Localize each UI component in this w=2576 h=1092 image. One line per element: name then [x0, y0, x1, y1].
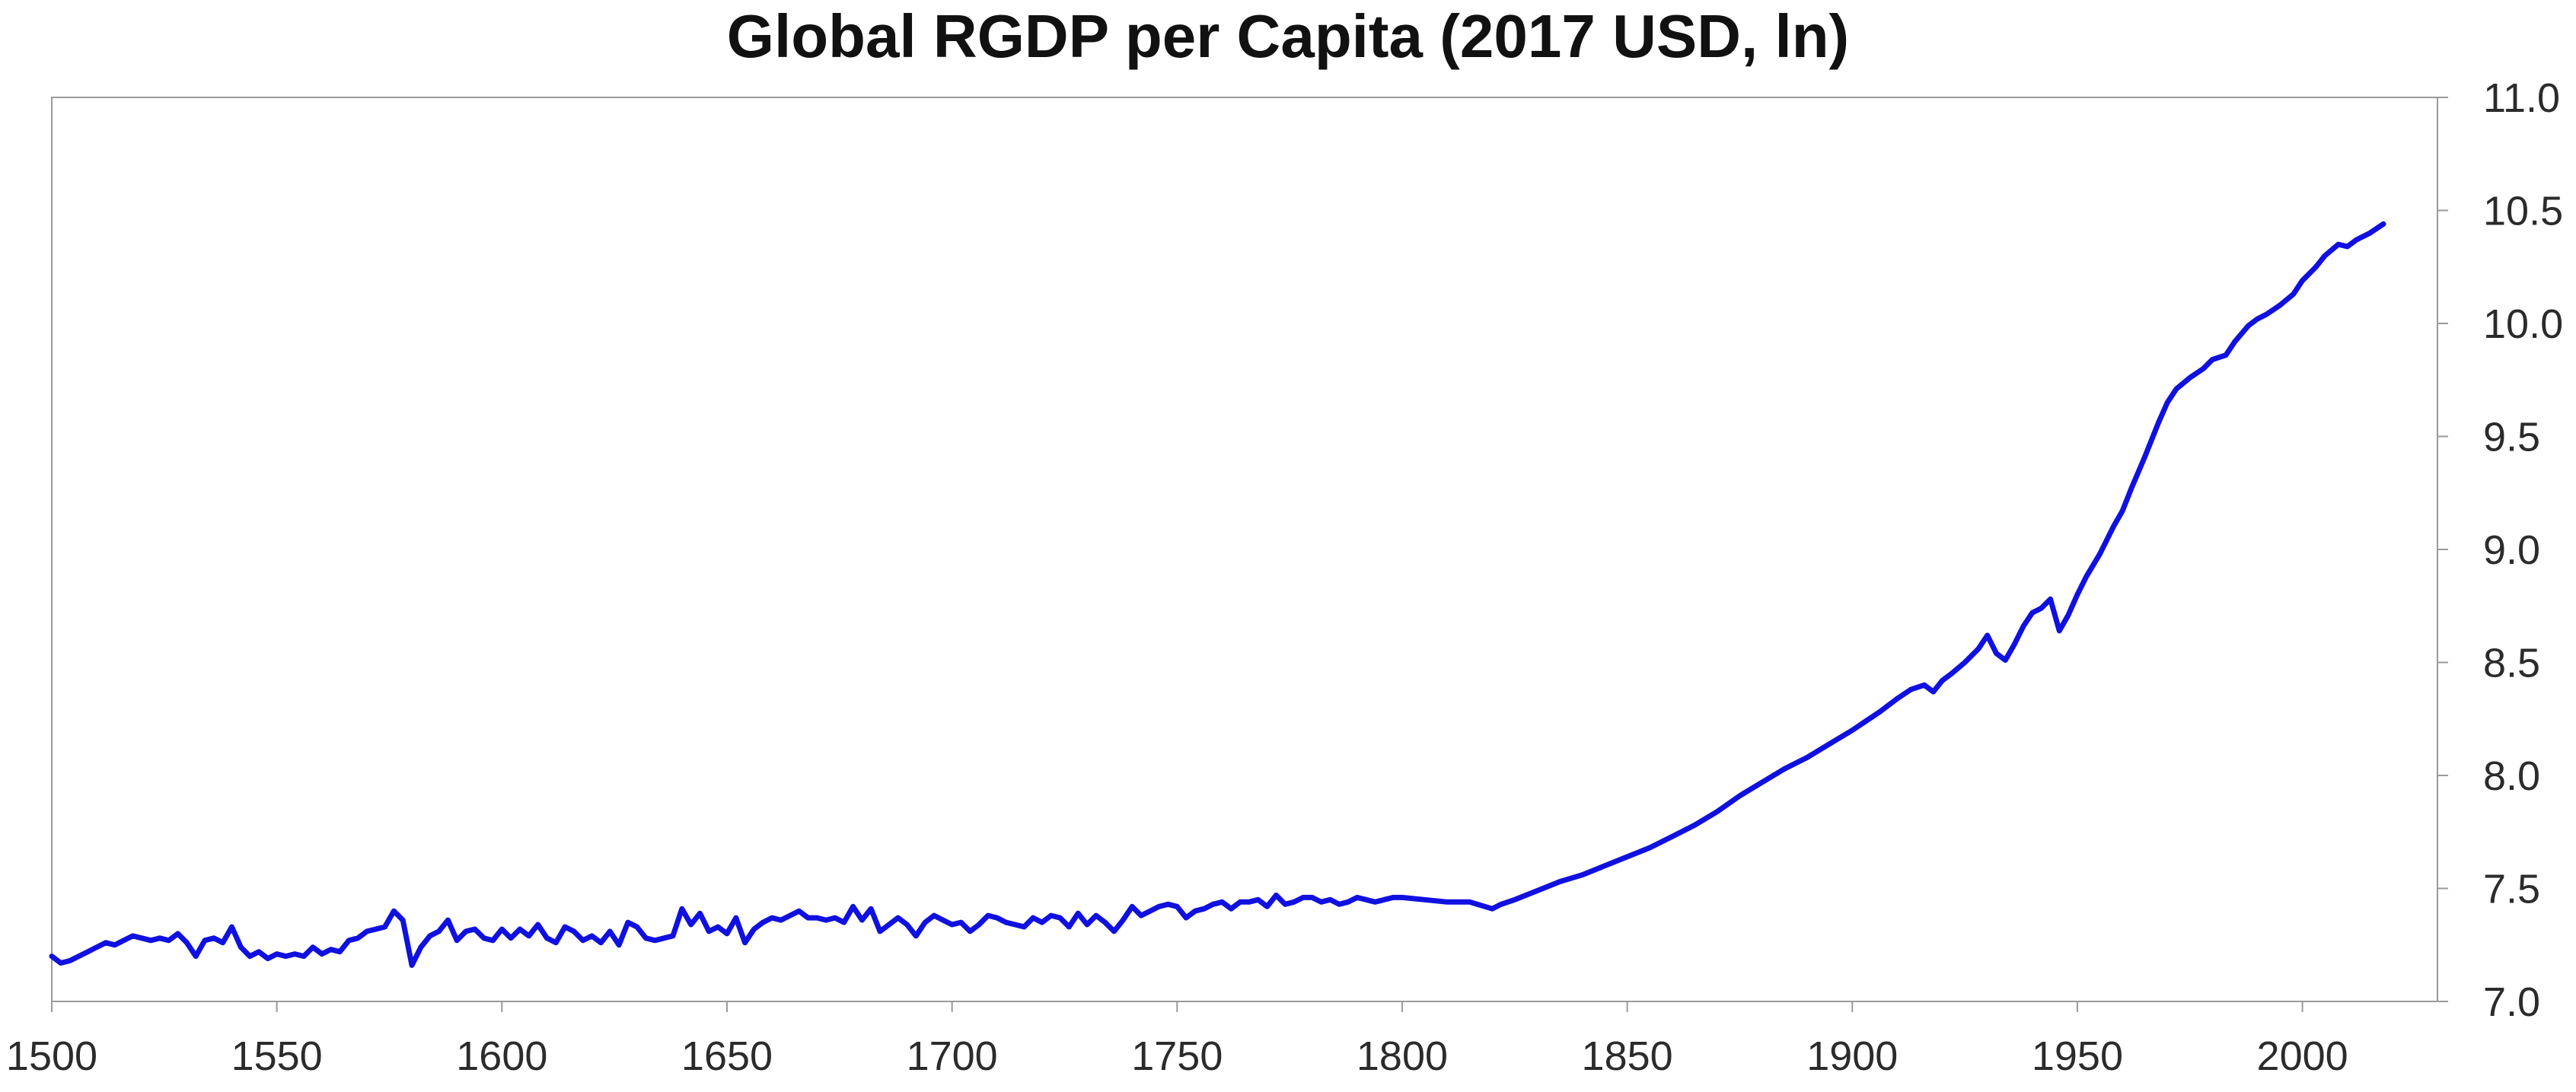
y-axis: 7.0 7.5 8.0 8.5 9.0 9.5 10.0 10.5 11.0 — [2437, 75, 2563, 1025]
x-tick-label: 1500 — [6, 1033, 97, 1079]
x-tick-label: 1950 — [2032, 1033, 2123, 1079]
y-tick-label: 8.0 — [2483, 753, 2540, 799]
x-tick-label: 2000 — [2257, 1033, 2348, 1079]
series-layer — [49, 221, 2386, 968]
y-tick-label: 11.0 — [2483, 75, 2560, 121]
x-axis: 1500 1550 1600 1650 1700 1750 1800 1850 1900 1950… — [6, 1001, 2348, 1079]
plot-area-frame — [51, 97, 2438, 1002]
chart-title: Global RGDP per Capita (2017 USD, ln) — [726, 2, 1850, 70]
x-tick-label: 1700 — [907, 1033, 998, 1079]
series-line — [49, 221, 2386, 968]
y-tick-label: 7.5 — [2483, 867, 2540, 912]
x-tick-label: 1800 — [1357, 1033, 1448, 1079]
x-tick-label: 1900 — [1806, 1033, 1898, 1079]
y-tick-label: 9.5 — [2483, 415, 2540, 460]
x-tick-label: 1600 — [456, 1033, 547, 1079]
y-tick-label: 8.5 — [2483, 641, 2540, 686]
y-tick-label: 7.0 — [2483, 979, 2540, 1025]
x-tick-label: 1750 — [1131, 1033, 1223, 1079]
x-tick-label: 1550 — [231, 1033, 323, 1079]
y-tick-label: 10.5 — [2483, 189, 2563, 234]
x-tick-label: 1650 — [681, 1033, 773, 1079]
y-tick-label: 10.0 — [2483, 301, 2563, 347]
y-tick-label: 9.0 — [2483, 527, 2540, 573]
x-tick-label: 1850 — [1582, 1033, 1673, 1079]
